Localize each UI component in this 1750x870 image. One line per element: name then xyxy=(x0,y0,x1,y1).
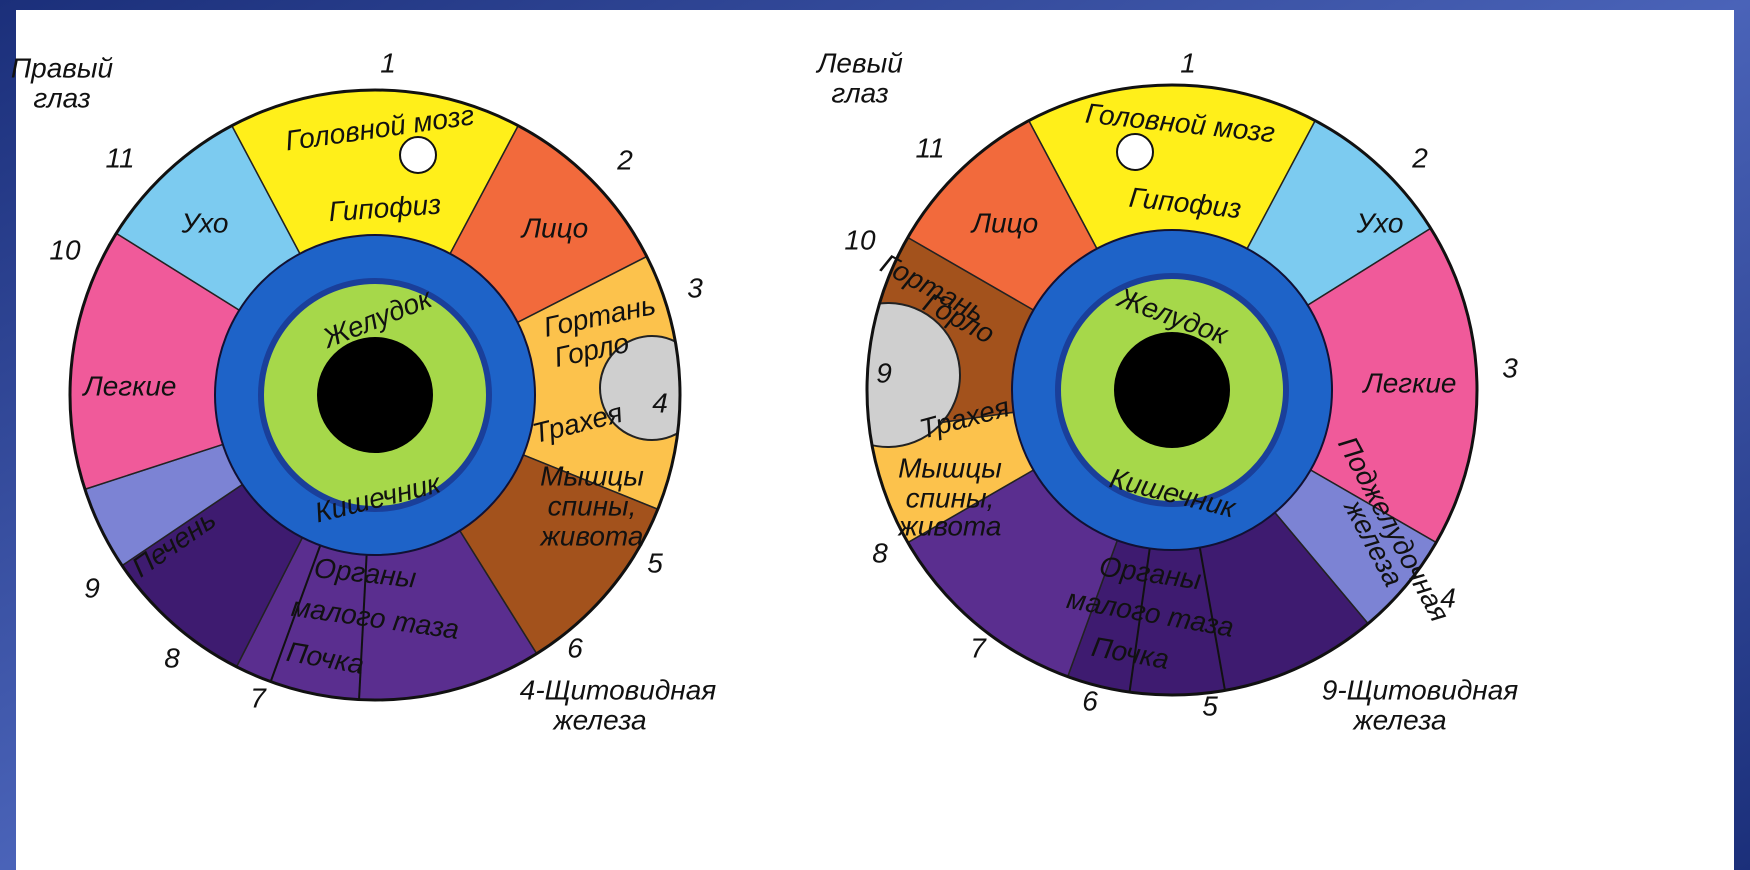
zone-label: Лицо xyxy=(520,212,588,243)
zone-number: 2 xyxy=(616,144,633,175)
zone-number: 6 xyxy=(567,632,583,663)
zone-number: 5 xyxy=(647,547,663,578)
zone-number: 9 xyxy=(84,572,100,603)
zone-label: Легкие xyxy=(82,370,177,401)
eye-title: Правый xyxy=(11,52,114,83)
note: железа xyxy=(551,704,646,735)
zone-label: Легкие xyxy=(1362,367,1457,398)
zone-label: Мышцы xyxy=(540,460,644,491)
note: 9-Щитовидная xyxy=(1322,674,1519,705)
zone-number: 5 xyxy=(1202,690,1218,721)
zone-label: спины, xyxy=(548,490,637,521)
zone-number: 6 xyxy=(1082,685,1098,716)
zone-label: 4 xyxy=(652,387,668,418)
zone-label: живота xyxy=(539,520,644,551)
note: 4-Щитовидная xyxy=(520,674,717,705)
zone-number: 10 xyxy=(49,234,81,265)
zone-label: живота xyxy=(897,510,1002,541)
zone-number: 7 xyxy=(250,682,267,713)
pupil xyxy=(1114,332,1230,448)
zone-number: 10 xyxy=(844,224,876,255)
zone-number: 11 xyxy=(105,142,134,173)
zone-number: 8 xyxy=(872,537,888,568)
zone-label: Ухо xyxy=(181,207,229,238)
zone-number: 2 xyxy=(1411,142,1428,173)
zone-label: спины, xyxy=(906,482,995,513)
eye-title: глаз xyxy=(33,82,90,113)
page: Правыйглаз123567891011Головной мозгГипоф… xyxy=(0,0,1750,870)
hole xyxy=(1117,134,1153,170)
zone-number: 11 xyxy=(915,132,944,163)
zone-number: 1 xyxy=(1180,47,1196,78)
eye-title: глаз xyxy=(831,77,888,108)
zone-number: 3 xyxy=(1502,352,1518,383)
zone-number: 7 xyxy=(970,632,987,663)
zone-number: 1 xyxy=(380,47,396,78)
note: железа xyxy=(1351,704,1446,735)
zone-number: 3 xyxy=(687,272,703,303)
zone-label: Мышцы xyxy=(898,452,1002,483)
zone-label: Ухо xyxy=(1356,207,1404,238)
pupil xyxy=(317,337,433,453)
hole xyxy=(400,137,436,173)
zone-label: 9 xyxy=(876,357,892,388)
diagram: Правыйглаз123567891011Головной мозгГипоф… xyxy=(0,0,1750,870)
eye-title: Левый xyxy=(815,47,903,78)
zone-number: 8 xyxy=(164,642,180,673)
zone-label: Лицо xyxy=(970,207,1038,238)
